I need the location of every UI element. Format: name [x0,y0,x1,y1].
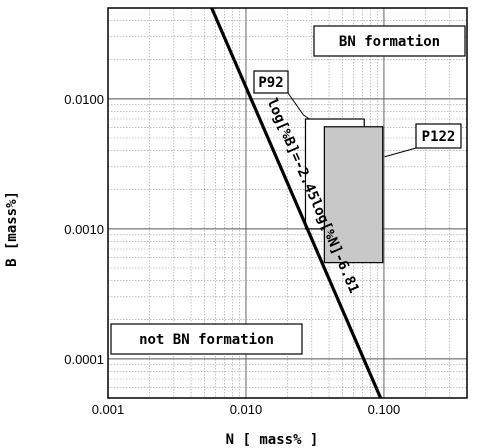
p122-label: P122 [422,129,456,145]
x-tick-label: 0.010 [230,402,263,417]
y-tick-label: 0.0001 [64,352,104,367]
bn-formation-annotation: BN formation [339,34,440,50]
p122-leader-line [384,147,417,158]
p92-leader-line [287,92,310,120]
x-axis-title: N [ mass% ] [226,432,319,448]
x-axis-ticks: 0.001 0.010 0.100 [92,402,400,417]
y-axis-ticks: 0.0001 0.0010 0.0100 [64,92,104,367]
not-bn-formation-label-box: not BN formation [110,323,303,355]
bn-formation-label-box: BN formation [313,25,466,57]
boundary-line [210,7,383,399]
p122-label-box: P122 [415,123,462,149]
p122-region [323,126,384,264]
p92-label-box: P92 [253,70,289,94]
p92-label: P92 [258,75,283,91]
not-bn-formation-annotation: not BN formation [139,332,274,348]
y-axis-title: B [mass%] [4,191,20,267]
x-tick-label: 0.100 [368,402,401,417]
y-tick-label: 0.0010 [64,222,104,237]
y-tick-label: 0.0100 [64,92,104,107]
x-tick-label: 0.001 [92,402,125,417]
plot-frame [107,7,468,399]
